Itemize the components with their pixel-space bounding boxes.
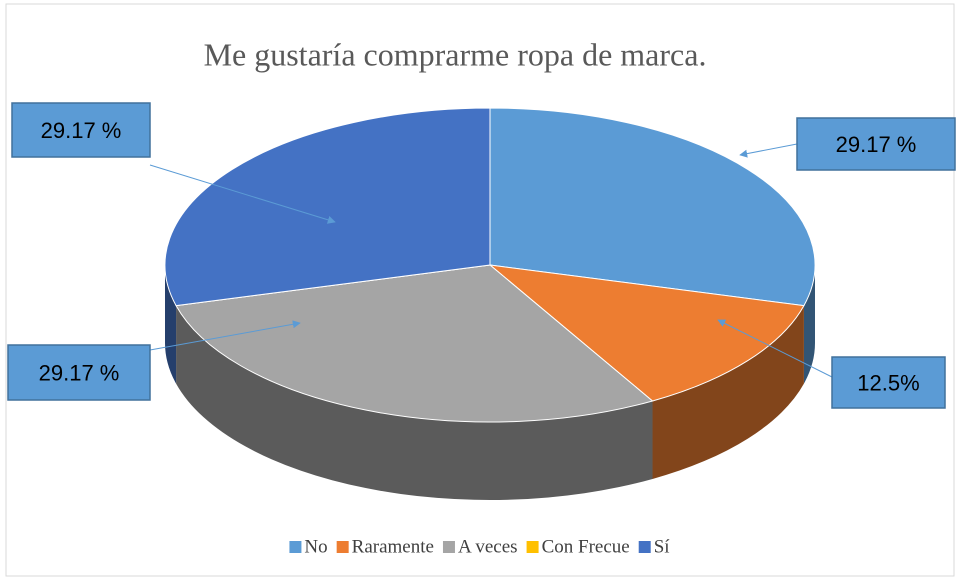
pie-slice-side [176,305,653,500]
pie-slice [489,107,816,307]
legend-label: A veces [458,536,518,557]
legend-label: No [304,536,327,557]
leader-line [717,319,833,378]
data-label-box [796,117,956,171]
data-label: 29.17 % [41,118,122,143]
data-label-box [7,344,151,401]
data-label-box [11,102,151,158]
leader-line [739,143,798,158]
pie-slice [175,264,654,423]
legend-swatch [526,541,539,553]
legend-swatch [442,541,455,553]
data-label: 12.5% [857,370,919,395]
legend-label: Con Frecue [542,536,630,557]
pie-slice [488,264,805,402]
legend-label: Sí [654,536,671,557]
chart-title: Me gustaría comprarme ropa de marca. [204,36,707,72]
legend-swatch [336,541,349,553]
legend-swatch [638,541,651,553]
pie-slice-side [652,305,804,479]
pie-slice [164,107,491,307]
data-label: 29.17 % [836,132,917,157]
legend-swatch [289,541,302,553]
data-label: 29.17 % [39,360,120,385]
leader-line [149,164,336,224]
leader-line [149,320,301,351]
legend-label: Raramente [352,536,434,557]
data-label-box [831,356,946,409]
pie-slice-side [803,265,815,384]
pie-slice-side [165,265,177,384]
